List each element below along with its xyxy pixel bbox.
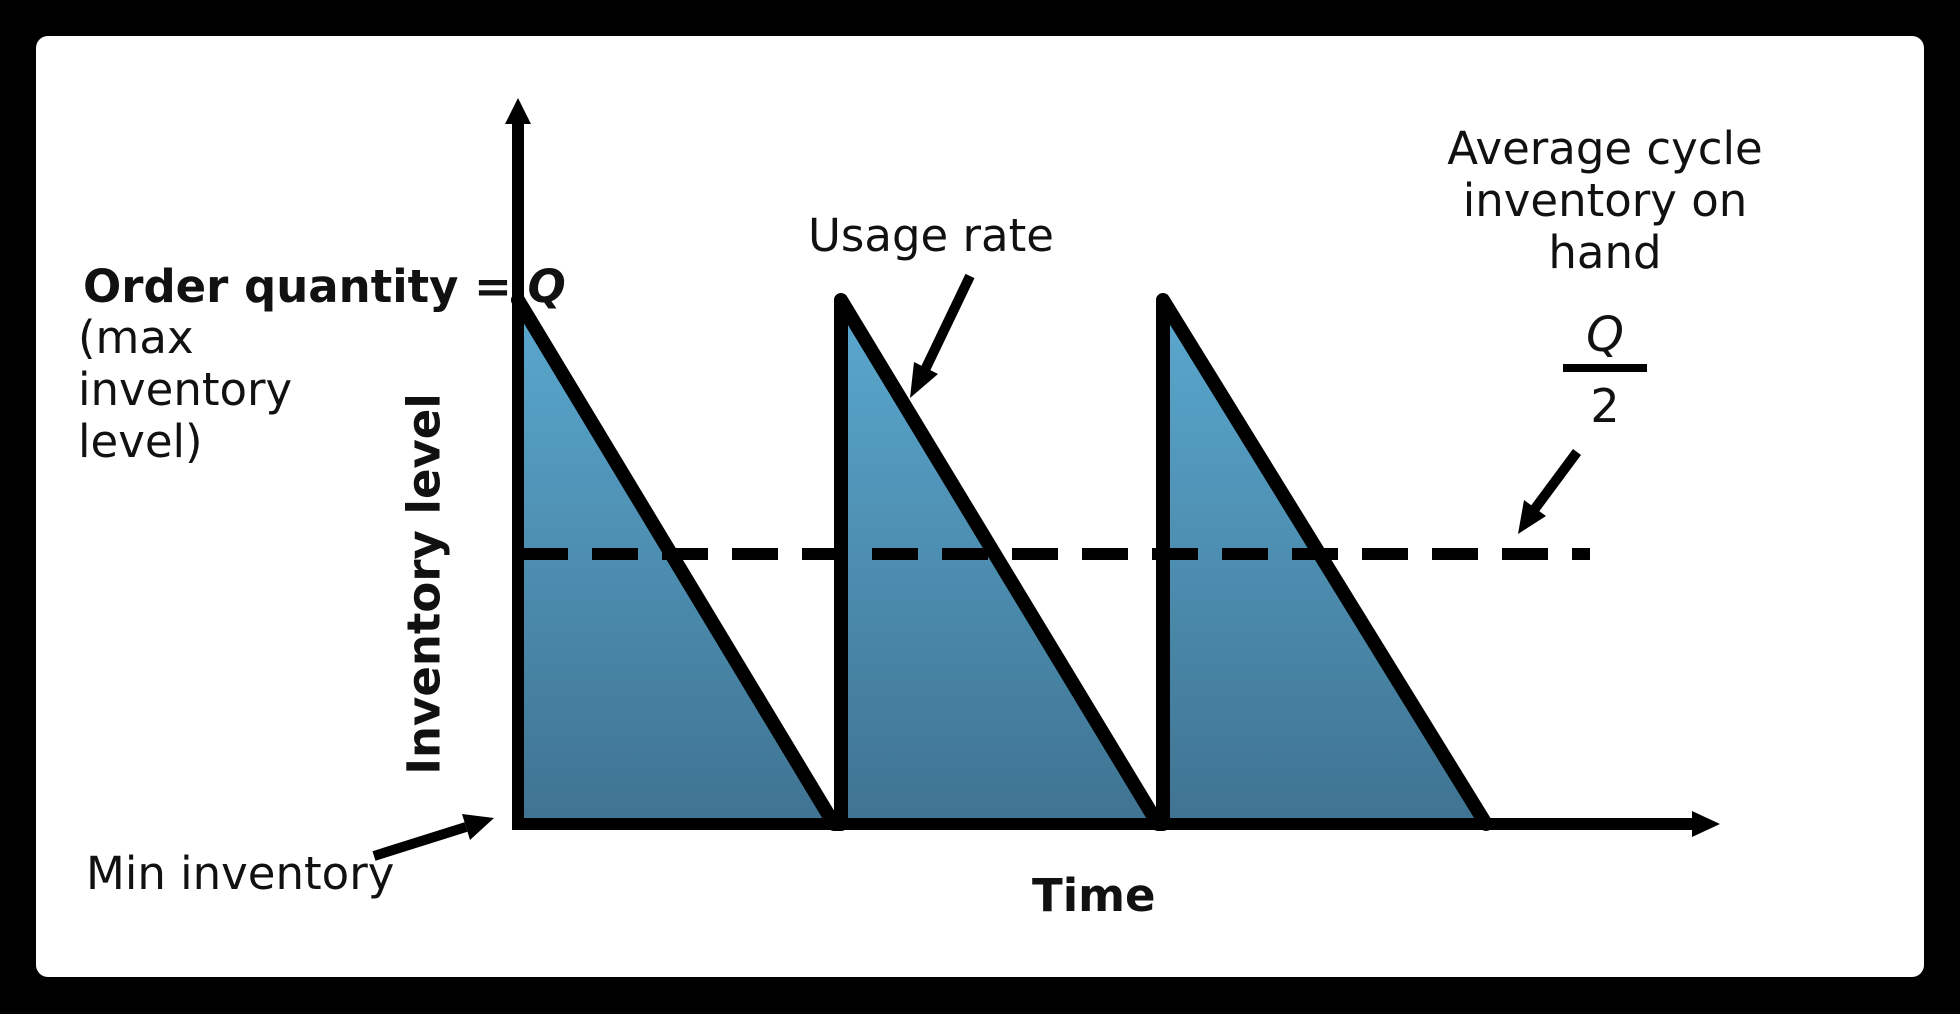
x-axis-arrowhead	[1692, 811, 1720, 837]
order-quantity-label: Order quantity = Q	[83, 260, 566, 313]
average-cycle-label: Average cycle inventory on hand	[1447, 122, 1763, 280]
average-arrow	[1529, 449, 1582, 513]
min-inventory-label: Min inventory	[86, 847, 395, 900]
fraction-denominator: 2	[1590, 379, 1620, 433]
sawtooth-line	[511, 293, 1493, 831]
fraction-numerator: Q	[1586, 307, 1624, 363]
y-axis-label: Inventory level	[397, 393, 451, 775]
x-axis-label: Time	[1032, 869, 1156, 922]
y-axis-arrowhead	[505, 98, 531, 124]
max-inventory-label: (max inventory level)	[78, 311, 293, 469]
usage-rate-arrow	[919, 273, 975, 375]
q-symbol: Q	[527, 260, 566, 313]
usage-rate-label: Usage rate	[808, 209, 1054, 262]
fraction-bar	[1563, 364, 1647, 372]
average-arrowhead	[1518, 500, 1546, 534]
usage-rate-arrowhead	[910, 362, 938, 398]
min-inventory-arrowhead	[462, 814, 494, 840]
min-inventory-arrow	[372, 822, 468, 861]
